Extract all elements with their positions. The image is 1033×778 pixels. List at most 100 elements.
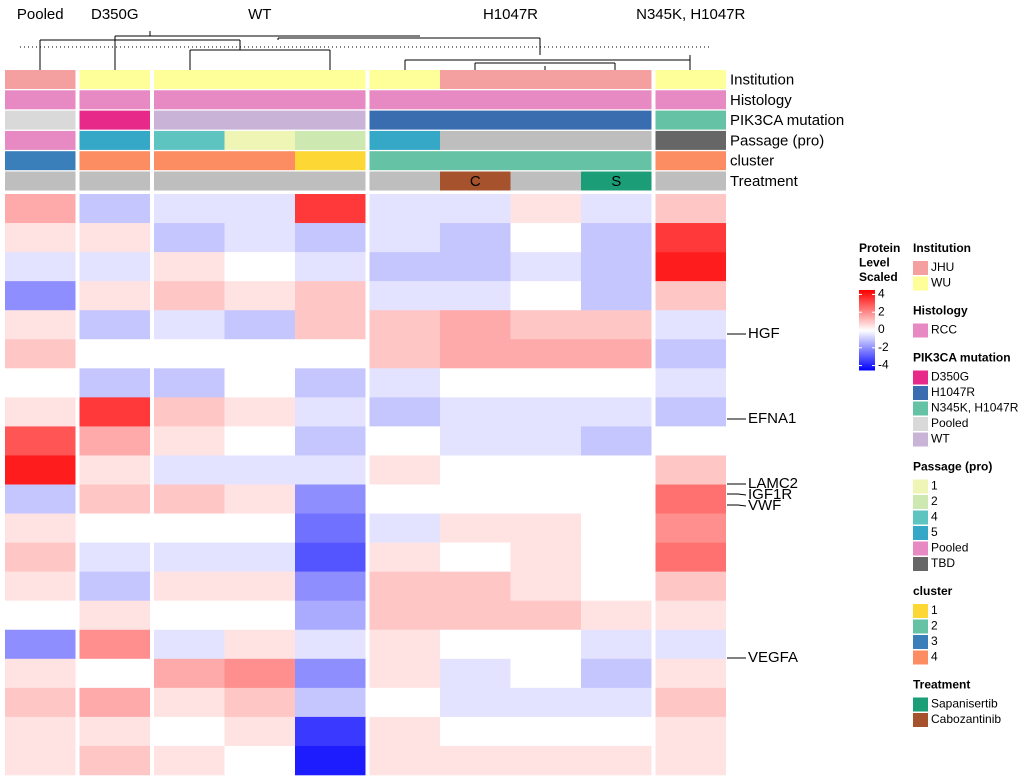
heatmap-cell	[224, 368, 295, 398]
colorbar-segment	[859, 318, 875, 321]
annotation-cell	[5, 70, 76, 89]
annotation-label: Histology	[730, 92, 792, 109]
heatmap-cell	[79, 687, 150, 718]
colorbar-segment	[859, 364, 875, 367]
heatmap-cell	[440, 484, 511, 514]
heatmap-cell	[5, 484, 76, 514]
heatmap-cell	[154, 252, 225, 282]
heatmap-cell	[154, 397, 225, 427]
heatmap-cell	[79, 571, 150, 601]
legend-swatch	[913, 541, 928, 556]
colorbar-segment	[859, 330, 875, 333]
heatmap-cell	[5, 629, 76, 660]
colorbar-segment	[859, 290, 875, 293]
heatmap-cell	[581, 397, 652, 427]
heatmap-cell	[510, 397, 581, 427]
heatmap-cell	[295, 368, 366, 398]
annotation-cell	[154, 151, 225, 171]
annotation-cell	[440, 171, 511, 191]
heatmap-cell	[224, 716, 295, 747]
heatmap-cell	[440, 281, 511, 311]
heatmap-cell	[369, 745, 440, 776]
legend-swatch	[913, 370, 928, 385]
legend-swatch	[913, 557, 928, 571]
heatmap-cell	[510, 310, 581, 340]
heatmap-cell	[79, 223, 150, 253]
heatmap-cell	[224, 281, 295, 311]
colorbar-segment	[859, 350, 875, 353]
annotation-cell	[5, 130, 76, 150]
annotation-cell	[369, 70, 440, 89]
heatmap-cell	[440, 716, 511, 747]
legend-label: TBD	[931, 556, 955, 570]
heatmap-cell	[295, 455, 366, 485]
annotation-cell	[369, 90, 440, 110]
colorbar-title: Scaled	[859, 270, 898, 284]
heatmap-cell	[655, 426, 726, 456]
heatmap-cell	[369, 484, 440, 514]
heatmap-cell	[79, 455, 150, 485]
heatmap-cell	[224, 426, 295, 456]
heatmap-cell	[369, 629, 440, 660]
legend-swatch	[913, 526, 928, 540]
annotation-cell	[79, 151, 150, 171]
annotation-cell	[224, 110, 295, 130]
legend-swatch	[913, 713, 928, 727]
heatmap-cell	[224, 600, 295, 631]
heatmap-cell	[440, 455, 511, 485]
colorbar-segment	[859, 308, 875, 311]
heatmap-cell	[510, 281, 581, 311]
heatmap-cell	[224, 687, 295, 718]
heatmap-cell	[224, 571, 295, 601]
heatmap-cell	[154, 310, 225, 340]
heatmap-cell	[440, 600, 511, 631]
annotation-label: PIK3CA mutation	[730, 112, 844, 129]
heatmap-cell	[154, 629, 225, 660]
heatmap-cell	[510, 223, 581, 253]
legend-label: 1	[931, 603, 938, 617]
annotation-cell	[581, 70, 652, 89]
annotation-cell	[369, 171, 440, 191]
annotation-cell	[655, 171, 726, 191]
heatmap-cell	[440, 397, 511, 427]
legend-swatch	[913, 479, 928, 494]
heatmap-cell	[655, 687, 726, 718]
heatmap-cell	[224, 484, 295, 514]
colorbar-title: Protein	[859, 241, 900, 255]
heatmap-cell	[655, 629, 726, 660]
row-label: HGF	[748, 325, 780, 342]
row-label: LAMC2	[748, 475, 798, 492]
heatmap-cell	[440, 310, 511, 340]
heatmap-cell	[79, 281, 150, 311]
treatment-code: S	[611, 173, 621, 190]
row-label: EFNA1	[748, 410, 796, 427]
legend-title: cluster	[913, 584, 953, 598]
heatmap-cell	[5, 310, 76, 340]
heatmap-cell	[79, 745, 150, 776]
heatmap-cell	[655, 658, 726, 689]
group-label: Pooled	[17, 6, 64, 23]
annotation-cell	[581, 130, 652, 150]
legend-label: Cabozantinib	[931, 712, 1001, 726]
heatmap-cell	[369, 513, 440, 543]
heatmap-cell	[154, 368, 225, 398]
heatmap-cell	[5, 542, 76, 572]
heatmap-cell	[369, 600, 440, 631]
legend-label: 2	[931, 619, 938, 633]
heatmap-cell	[510, 658, 581, 689]
heatmap-cell	[655, 281, 726, 311]
heatmap-cell	[440, 426, 511, 456]
heatmap-cell	[510, 687, 581, 718]
heatmap-cell	[440, 252, 511, 282]
legend-label: H1047R	[931, 385, 975, 399]
legend-swatch	[913, 635, 928, 649]
heatmap-cell	[440, 223, 511, 253]
legend-swatch	[913, 604, 928, 618]
heatmap-cell	[581, 194, 652, 224]
heatmap-cell	[154, 484, 225, 514]
heatmap-cell	[224, 397, 295, 427]
heatmap-cell	[510, 339, 581, 369]
colorbar-segment	[859, 324, 875, 327]
legend-swatch	[913, 386, 928, 400]
